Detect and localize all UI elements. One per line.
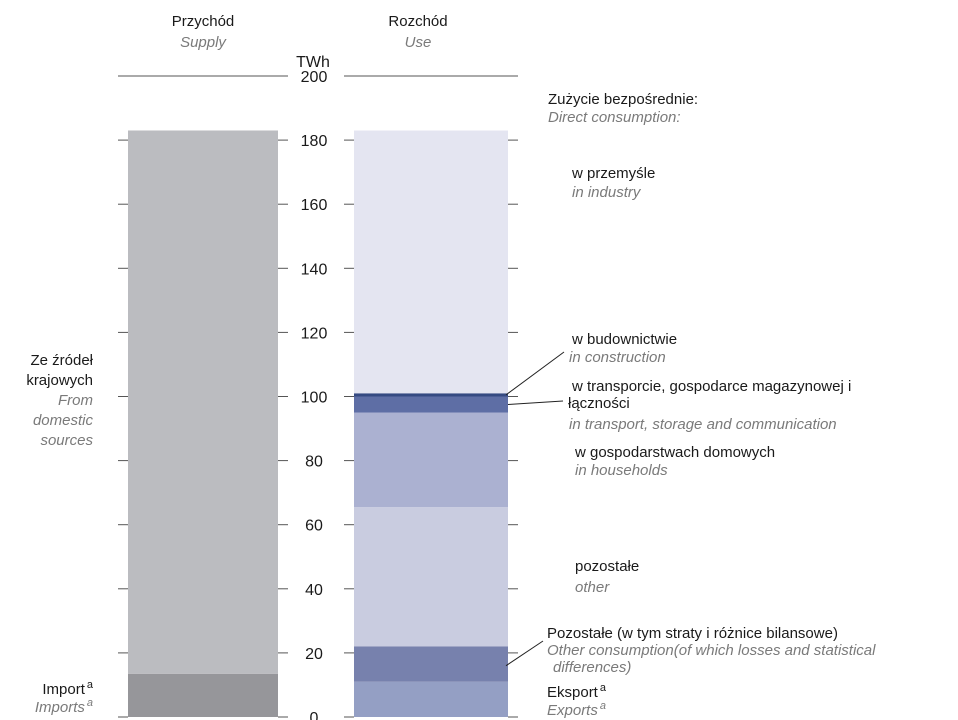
tick-label-120: 120	[301, 325, 328, 342]
supply-label-domestic-en-1: domestic	[33, 412, 94, 429]
supply-label-import: Import a	[42, 679, 94, 698]
column-title-0: Przychód	[172, 13, 235, 30]
use-label-industry: w przemyśle	[571, 165, 655, 182]
tick-label-200: 200	[301, 69, 328, 86]
supply-bar-1	[128, 130, 278, 674]
supply-bar-0	[128, 673, 278, 717]
use-label-households: w gospodarstwach domowych	[574, 444, 775, 461]
use-label-other-en: other	[575, 579, 610, 596]
use-bar-4	[354, 396, 508, 413]
tick-label-160: 160	[301, 197, 328, 214]
bars	[128, 130, 508, 717]
axis-unit-label: TWh	[296, 54, 330, 71]
supply-label-imports-en: Imports a	[35, 697, 93, 716]
leader-construction	[505, 351, 565, 396]
use-label-construction-en: in construction	[569, 349, 666, 366]
tick-label-140: 140	[301, 261, 328, 278]
use-label-industry-en: in industry	[572, 184, 642, 201]
use-label-other: pozostałe	[575, 558, 639, 575]
use-bar-1	[354, 646, 508, 682]
column-subtitle-0: Supply	[180, 34, 227, 51]
use-bar-0	[354, 681, 508, 717]
direct-consumption-heading-en: Direct consumption:	[548, 109, 681, 126]
use-label-transport-en: in transport, storage and communication	[569, 416, 837, 433]
use-bar-6	[354, 130, 508, 394]
leader-transport	[507, 400, 564, 406]
column-title-1: Rozchód	[388, 13, 447, 30]
supply-label-domestic-1: krajowych	[26, 372, 93, 389]
y-axis: TWh 0 20 40 60 80 100 120 140 160 180 200	[118, 54, 518, 720]
use-label-other-consumption: Pozostałe (w tym straty i różnice bilans…	[547, 625, 838, 642]
tick-label-60: 60	[305, 518, 323, 535]
column-subtitle-1: Use	[405, 34, 432, 51]
leader-other-consumption	[505, 640, 544, 667]
use-label-other-consumption-en-0: Other consumption(of which losses and st…	[547, 642, 876, 659]
use-bar-5	[354, 393, 508, 397]
use-label-other-consumption-en-1: differences)	[553, 659, 631, 676]
supply-label-domestic-en-2: sources	[40, 432, 93, 449]
tick-label-180: 180	[301, 133, 328, 150]
use-bar-2	[354, 507, 508, 647]
use-label-households-en: in households	[575, 462, 668, 479]
tick-label-20: 20	[305, 646, 323, 663]
supply-label-domestic-en-0: From	[58, 392, 93, 409]
use-bar-3	[354, 412, 508, 508]
tick-label-40: 40	[305, 582, 323, 599]
tick-label-0: 0	[310, 710, 319, 720]
use-label-exports: Eksport a	[547, 682, 607, 701]
supply-label-domestic-0: Ze źródeł	[30, 352, 93, 369]
use-label-transport-1: łączności	[568, 395, 630, 412]
tick-label-80: 80	[305, 454, 323, 471]
direct-consumption-heading: Zużycie bezpośrednie:	[548, 91, 698, 108]
use-label-construction: w budownictwie	[571, 331, 677, 348]
use-label-exports-en: Exports a	[547, 700, 606, 719]
use-label-transport-0: w transporcie, gospodarce magazynowej i	[571, 378, 851, 395]
tick-label-100: 100	[301, 390, 328, 407]
